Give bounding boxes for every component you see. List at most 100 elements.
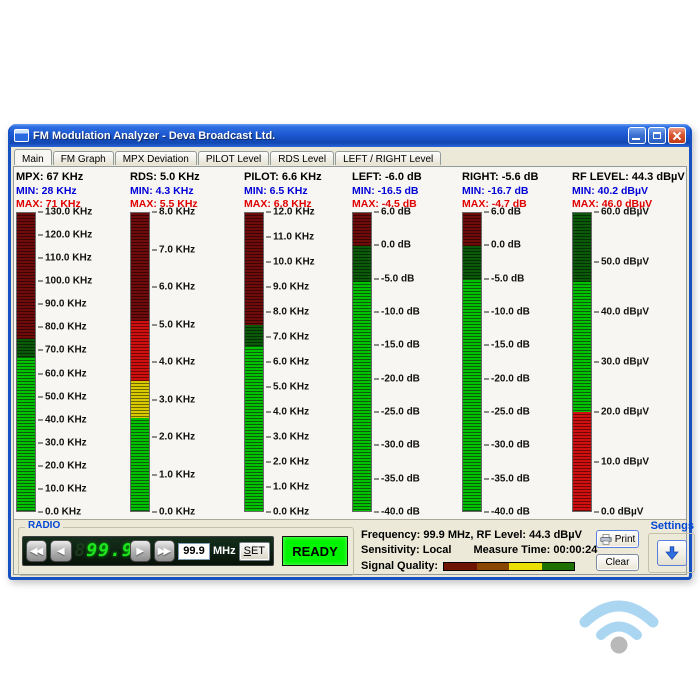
scale-tick-label: 6.0 KHz: [266, 357, 309, 368]
scale-tick-label: 0.0 KHz: [38, 507, 81, 518]
meter-min-label: MIN: -16.7 dB: [462, 185, 529, 197]
tick-icon: [38, 396, 43, 398]
tab-fm-graph[interactable]: FM Graph: [52, 151, 114, 165]
scale-tick-label: 40.0 dBµV: [594, 307, 649, 318]
tab-mpx-deviation[interactable]: MPX Deviation: [114, 151, 197, 165]
tick-icon: [374, 344, 379, 346]
tick-icon: [374, 378, 379, 380]
scale-tick-label: 4.0 KHz: [266, 407, 309, 418]
main-tab-page: MPX: 67 KHz MIN: 28 KHz MAX: 71 KHz 130.0 K…: [13, 166, 695, 576]
app-icon: [14, 129, 29, 142]
tune-up-button[interactable]: ▶: [129, 540, 151, 562]
tick-icon: [266, 386, 271, 388]
scale-tick-label: 0.0 KHz: [152, 507, 195, 518]
scale-tick-label: 5.0 KHz: [266, 382, 309, 393]
tick-icon: [152, 436, 157, 438]
tune-down-fast-button[interactable]: ◀◀: [26, 540, 48, 562]
frequency-input[interactable]: [178, 542, 210, 560]
scale-tick-label: 110.0 KHz: [38, 253, 92, 264]
meter-value-label: PILOT: 6.6 KHz: [244, 171, 322, 183]
app-window: FM Modulation Analyzer - Deva Broadcast …: [8, 124, 695, 580]
tick-icon: [152, 474, 157, 475]
scale-tick-label: -20.0 dB: [374, 373, 420, 384]
meter-max-label: MAX: -4.7 dB: [462, 198, 527, 210]
scale-tick-label: 10.0 dBµV: [594, 457, 649, 468]
scale-tick-label: 6.0 dB: [484, 207, 521, 218]
print-button[interactable]: Print: [596, 530, 639, 548]
tick-icon: [38, 303, 43, 305]
signal-quality-segment: [541, 563, 575, 570]
meter-scale: 8.0 KHz 7.0 KHz 6.0 KHz 5.0 KHz 4.0 KHz 3.0 K…: [152, 207, 242, 518]
scale-tick-label: 10.0 KHz: [38, 483, 87, 494]
scale-tick-label: 10.0 KHz: [266, 257, 315, 268]
scale-tick-label: 20.0 KHz: [38, 460, 87, 471]
scale-tick-label: 50.0 KHz: [38, 391, 87, 402]
meter-zone-red: [131, 321, 149, 381]
scale-tick-label: 2.0 KHz: [152, 432, 195, 443]
meter-pilot: PILOT: 6.6 KHz MIN: 6.5 KHz MAX: 6.8 KHz 12…: [244, 170, 356, 518]
minimize-button[interactable]: [628, 127, 646, 144]
meters-area: MPX: 67 KHz MIN: 28 KHz MAX: 71 KHz 130.0 K…: [14, 167, 686, 519]
tick-icon: [484, 378, 489, 380]
meter-scale: 12.0 KHz 11.0 KHz 10.0 KHz 9.0 KHz 8.0 KHz 7.…: [266, 207, 356, 518]
maximize-button[interactable]: [648, 127, 666, 144]
tick-icon: [152, 286, 157, 288]
scale-tick-label: -10.0 dB: [374, 307, 420, 318]
meter-scale: 60.0 dBµV 50.0 dBµV 40.0 dBµV 30.0 dBµV 20.0…: [594, 207, 684, 518]
tick-icon: [152, 249, 157, 250]
scale-tick-label: 7.0 KHz: [266, 332, 309, 343]
meter-scale: 6.0 dB 0.0 dB -5.0 dB -10.0 dB -15.0 dB -20.0…: [484, 207, 574, 518]
measure-time-label: Measure Time: 00:00:24: [473, 544, 598, 556]
meter-max-label: MAX: 5.5 KHz: [130, 198, 198, 210]
scale-tick-label: 0.0 dB: [374, 240, 411, 251]
tune-up-fast-button[interactable]: ▶▶: [153, 540, 175, 562]
meter-zone-darkgreen: [353, 246, 371, 282]
scale-tick-label: 70.0 KHz: [38, 345, 87, 356]
meter-bar: [16, 212, 36, 512]
tick-icon: [152, 511, 157, 513]
scale-tick-label: -35.0 dB: [484, 473, 530, 484]
meter-zone-darkred: [463, 213, 481, 247]
tab-main[interactable]: Main: [14, 149, 52, 165]
tick-icon: [266, 236, 271, 238]
meter-bar: [462, 212, 482, 512]
scale-tick-label: 8.0 KHz: [266, 307, 309, 318]
scale-tick-label: 60.0 dBµV: [594, 207, 649, 218]
tab-rds-level[interactable]: RDS Level: [270, 151, 335, 165]
tick-icon: [594, 511, 599, 513]
meter-zone-green: [17, 357, 35, 511]
frequency-rf-line: Frequency: 99.9 MHz, RF Level: 44.3 dBµV: [361, 529, 582, 541]
set-button[interactable]: SET: [238, 541, 271, 561]
scale-tick-label: 5.0 KHz: [152, 319, 195, 330]
meter-mpx: MPX: 67 KHz MIN: 28 KHz MAX: 71 KHz 130.0 K…: [16, 170, 128, 518]
mhz-label: MHz: [213, 545, 236, 557]
bottom-panel: RADIO ◀◀ ◀ 899.9 ▶ ▶▶ MHz SET READY Freq…: [14, 519, 695, 576]
tick-icon: [266, 211, 271, 213]
close-button[interactable]: [668, 127, 686, 144]
tune-down-button[interactable]: ◀: [50, 540, 72, 562]
tick-icon: [484, 444, 489, 446]
tuner-panel: ◀◀ ◀ 899.9 ▶ ▶▶ MHz SET: [22, 536, 274, 566]
tick-icon: [38, 442, 43, 444]
radio-group-label: RADIO: [25, 520, 64, 531]
tick-icon: [38, 465, 43, 467]
scale-tick-label: 0.0 KHz: [266, 507, 309, 518]
settings-button[interactable]: [656, 540, 687, 566]
scale-tick-label: -5.0 dB: [374, 273, 414, 284]
tab-left-right-level[interactable]: LEFT / RIGHT Level: [335, 151, 442, 165]
tick-icon: [38, 257, 43, 259]
settings-group: Settings: [648, 520, 695, 576]
tick-icon: [38, 349, 43, 351]
clear-button[interactable]: Clear: [596, 554, 639, 571]
meter-zone-green: [131, 418, 149, 511]
scale-tick-label: 6.0 dB: [374, 207, 411, 218]
tick-icon: [38, 211, 43, 213]
title-bar[interactable]: FM Modulation Analyzer - Deva Broadcast …: [10, 124, 690, 147]
tick-icon: [38, 373, 43, 375]
tick-icon: [484, 344, 489, 346]
tick-icon: [484, 211, 489, 213]
tab-pilot-level[interactable]: PILOT Level: [197, 151, 270, 165]
tick-icon: [38, 419, 43, 421]
frequency-led-display: 899.9: [74, 540, 134, 561]
meter-zone-darkgreen: [573, 213, 591, 283]
